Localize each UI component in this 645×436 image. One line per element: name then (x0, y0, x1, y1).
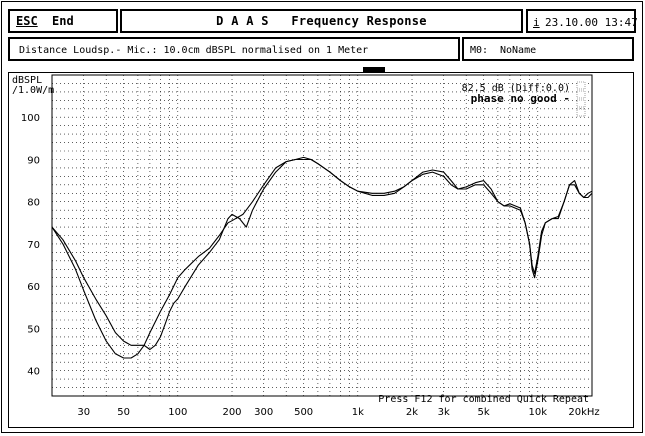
y-tick-label: 80 (27, 198, 40, 209)
y-tick-label: 60 (27, 282, 40, 293)
y-tick-label: 70 (27, 240, 40, 251)
x-tick-label: 20kHz (568, 407, 599, 418)
info-datetime-box[interactable]: i 23.10.00 13:47 (526, 9, 638, 33)
y-tick-label: 90 (27, 155, 40, 166)
title-bar: D A A S Frequency Response (120, 9, 523, 33)
info-icon[interactable]: i (533, 16, 540, 29)
x-tick-label: 500 (294, 407, 313, 418)
y-tick-label: 100 (21, 113, 40, 124)
y-axis-label-line1: dBSPL (12, 75, 43, 86)
memory-slot-label: M0: (470, 45, 489, 56)
x-tick-label: 3k (438, 407, 450, 418)
x-tick-label: 100 (168, 407, 187, 418)
x-tick-label: 5k (478, 407, 490, 418)
measurement-description-box: Distance Loudsp.- Mic.: 10.0cm dBSPL nor… (8, 37, 460, 61)
measurement-description: Distance Loudsp.- Mic.: 10.0cm dBSPL nor… (19, 45, 369, 56)
chart-panel (8, 72, 634, 428)
x-tick-label: 10k (529, 407, 548, 418)
x-tick-label: 2k (406, 407, 418, 418)
phase-warning: phase no good - (471, 92, 570, 105)
response-curve-2 (51, 156, 593, 351)
trace-toggle-box (576, 81, 586, 90)
y-axis-label-line2: /1.0W/m (12, 85, 55, 96)
esc-end-button[interactable]: ESC End (8, 9, 118, 33)
footer-hint: Press F12 for combined Quick Repeat (378, 394, 589, 405)
x-tick-label: 50 (117, 407, 130, 418)
y-tick-label: 40 (27, 367, 40, 378)
x-tick-label: 300 (254, 407, 273, 418)
y-tick-label: 50 (27, 324, 40, 335)
trace-toggle-box (576, 108, 586, 117)
datetime-readout: 23.10.00 13:47 (545, 16, 638, 29)
memory-slot-box[interactable]: M0: NoName (462, 37, 634, 61)
dB-readout: 82.5 dB (Diff:0.0) (462, 83, 570, 94)
x-tick-label: 1k (352, 407, 364, 418)
x-tick-label: 200 (222, 407, 241, 418)
esc-label: ESC (16, 14, 38, 28)
scroll-marker[interactable] (363, 67, 385, 73)
trace-toggle-box (576, 90, 586, 99)
page-title: D A A S Frequency Response (216, 14, 427, 28)
response-curve-1 (51, 158, 593, 359)
end-label: End (52, 14, 74, 28)
x-tick-label: 30 (77, 407, 90, 418)
memory-name: NoName (500, 45, 537, 56)
trace-toggle-box (576, 99, 586, 108)
